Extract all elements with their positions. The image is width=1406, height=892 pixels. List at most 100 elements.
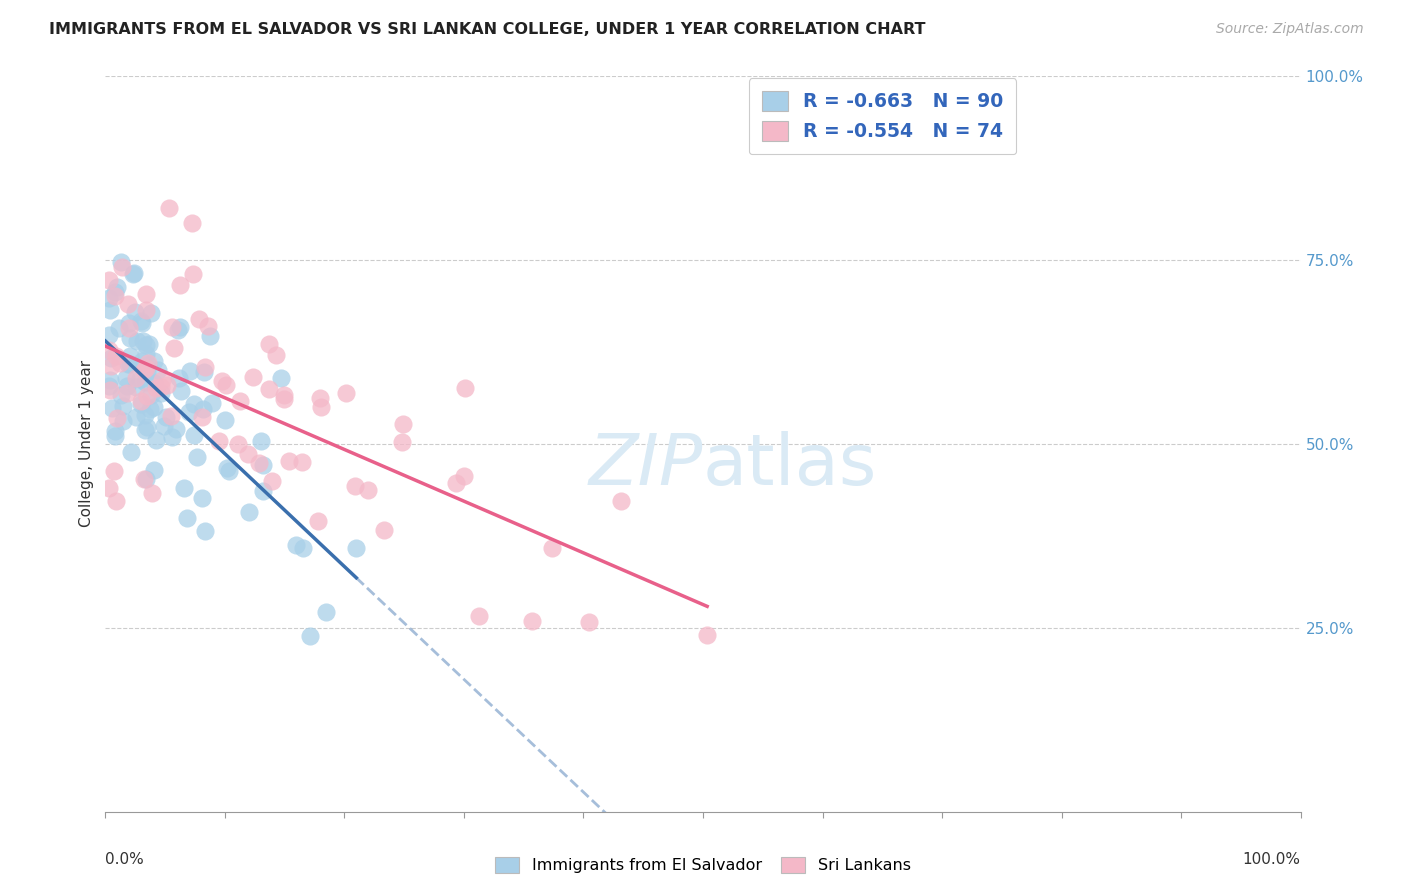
Point xyxy=(522,615,544,629)
Point xyxy=(143,401,166,415)
Point xyxy=(169,277,191,292)
Point xyxy=(120,349,142,363)
Point xyxy=(134,472,156,486)
Point xyxy=(115,386,138,401)
Point xyxy=(98,383,121,397)
Point xyxy=(257,337,280,351)
Point xyxy=(247,456,270,470)
Point xyxy=(176,510,198,524)
Point xyxy=(138,337,160,351)
Point xyxy=(103,464,125,478)
Point xyxy=(229,394,252,409)
Point xyxy=(111,400,134,414)
Point xyxy=(98,481,121,495)
Point xyxy=(273,388,295,402)
Point xyxy=(117,357,139,371)
Point xyxy=(136,359,159,373)
Text: Source: ZipAtlas.com: Source: ZipAtlas.com xyxy=(1216,22,1364,37)
Point xyxy=(98,373,121,387)
Point xyxy=(285,537,308,551)
Legend: Immigrants from El Salvador, Sri Lankans: Immigrants from El Salvador, Sri Lankans xyxy=(489,850,917,880)
Point xyxy=(143,463,166,477)
Point xyxy=(197,318,219,333)
Point xyxy=(105,280,128,294)
Point xyxy=(125,334,148,349)
Point xyxy=(98,378,121,392)
Point xyxy=(98,273,121,287)
Point xyxy=(134,363,156,377)
Point xyxy=(252,483,274,498)
Point xyxy=(115,379,138,393)
Point xyxy=(125,370,148,384)
Point xyxy=(145,433,167,447)
Point xyxy=(252,458,274,472)
Point xyxy=(159,409,181,423)
Point xyxy=(136,356,159,370)
Point xyxy=(104,424,127,438)
Point xyxy=(211,374,233,388)
Point xyxy=(104,289,127,303)
Point xyxy=(170,384,193,398)
Point xyxy=(125,410,148,425)
Point xyxy=(118,321,141,335)
Point xyxy=(343,479,366,493)
Point xyxy=(141,485,163,500)
Point xyxy=(242,370,264,384)
Point xyxy=(215,378,238,392)
Point xyxy=(468,609,491,624)
Point xyxy=(129,372,152,386)
Point xyxy=(214,413,236,427)
Point xyxy=(132,334,155,349)
Point xyxy=(177,405,200,419)
Point xyxy=(129,314,152,328)
Point xyxy=(118,316,141,330)
Point xyxy=(135,302,157,317)
Point xyxy=(165,421,187,435)
Point xyxy=(454,382,477,396)
Point xyxy=(110,255,132,269)
Point xyxy=(183,397,205,411)
Point xyxy=(181,216,204,230)
Point xyxy=(291,541,314,555)
Point xyxy=(117,297,139,311)
Point xyxy=(143,353,166,368)
Point xyxy=(218,464,240,478)
Y-axis label: College, Under 1 year: College, Under 1 year xyxy=(79,360,94,527)
Point xyxy=(391,435,413,450)
Point xyxy=(215,461,238,475)
Point xyxy=(110,387,132,401)
Point xyxy=(273,392,295,406)
Point xyxy=(136,389,159,403)
Point xyxy=(104,349,127,363)
Point xyxy=(134,375,156,389)
Point xyxy=(98,302,121,317)
Point xyxy=(156,378,179,392)
Point xyxy=(104,429,127,443)
Point xyxy=(392,417,415,431)
Point xyxy=(139,401,162,416)
Point xyxy=(136,419,159,434)
Point xyxy=(145,380,167,394)
Text: 100.0%: 100.0% xyxy=(1243,852,1301,867)
Point xyxy=(344,541,367,555)
Point xyxy=(134,408,156,422)
Text: 0.0%: 0.0% xyxy=(105,852,145,867)
Point xyxy=(188,311,211,326)
Point xyxy=(115,371,138,385)
Point xyxy=(309,400,332,414)
Point xyxy=(373,523,395,537)
Point xyxy=(444,475,467,490)
Text: IMMIGRANTS FROM EL SALVADOR VS SRI LANKAN COLLEGE, UNDER 1 YEAR CORRELATION CHAR: IMMIGRANTS FROM EL SALVADOR VS SRI LANKA… xyxy=(49,22,925,37)
Point xyxy=(124,305,146,319)
Point xyxy=(298,629,321,643)
Point xyxy=(453,469,475,483)
Point xyxy=(162,320,184,334)
Point xyxy=(193,365,215,379)
Point xyxy=(315,605,337,619)
Point xyxy=(122,266,145,280)
Point xyxy=(291,455,314,469)
Point xyxy=(131,316,153,330)
Point xyxy=(110,356,132,370)
Point xyxy=(135,361,157,376)
Point xyxy=(135,337,157,351)
